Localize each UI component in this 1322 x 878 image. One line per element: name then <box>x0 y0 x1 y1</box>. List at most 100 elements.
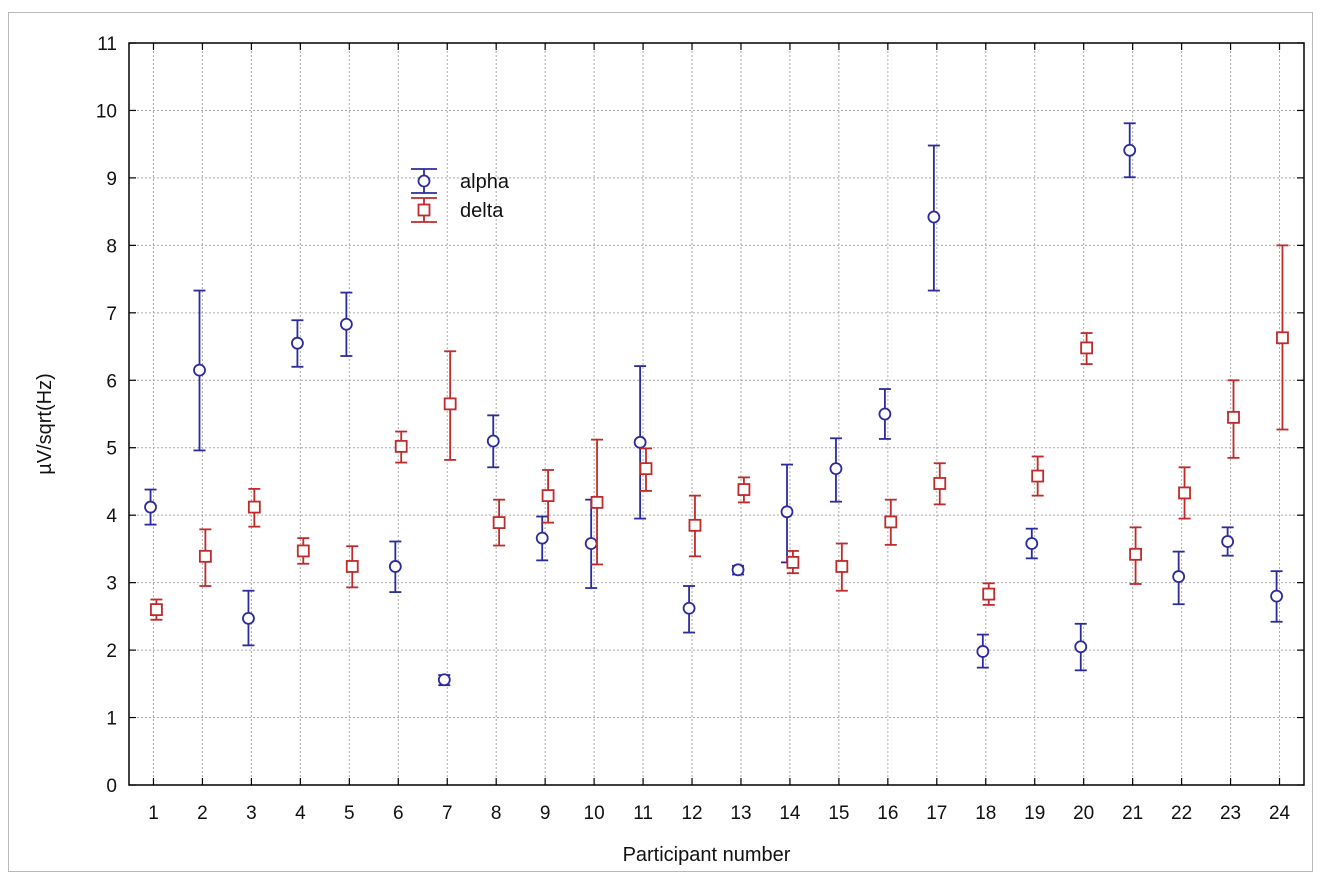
alpha-point <box>388 560 402 573</box>
alpha-point <box>633 435 647 449</box>
y-tick-label: 9 <box>106 169 117 190</box>
delta-point <box>150 603 163 617</box>
x-tick-label: 22 <box>1171 803 1192 824</box>
y-tick-label: 3 <box>106 574 117 595</box>
x-axis: 1 2 3 4 5 6 7 8 9 10 11 12 13 14 15 16 17 18 19 20 21 22 23 24 <box>148 43 1291 824</box>
alpha-point <box>193 363 206 377</box>
delta-point <box>1080 341 1094 355</box>
alpha-point <box>1172 570 1186 583</box>
legend-delta-label: delta <box>460 200 504 222</box>
y-tick-label: 4 <box>106 506 117 527</box>
alpha-point <box>1123 143 1137 157</box>
y-axis: 0 1 2 3 4 5 6 7 8 9 10 11 <box>96 34 1304 797</box>
x-tick-label: 23 <box>1220 803 1241 824</box>
x-tick-label: 14 <box>779 803 801 824</box>
delta-point <box>1129 547 1142 561</box>
delta-point <box>541 489 555 503</box>
y-tick-label: 10 <box>96 101 117 122</box>
alpha-point <box>144 500 157 514</box>
x-tick-label: 13 <box>730 803 751 824</box>
chart-frame: 0 1 2 3 4 5 6 7 8 9 10 11 1 2 3 4 5 6 7 8 9 10 11 12 13 14 15 16 17… <box>8 12 1313 872</box>
legend-point <box>417 203 431 217</box>
y-tick-label: 11 <box>97 34 117 55</box>
alpha-point <box>731 563 745 577</box>
alpha-point <box>1025 537 1039 550</box>
series-alpha <box>144 122 1283 687</box>
delta-point <box>786 556 800 569</box>
delta-point <box>688 518 702 532</box>
alpha-point <box>291 336 304 350</box>
x-tick-label: 8 <box>491 803 502 824</box>
delta-point <box>933 477 947 490</box>
delta-point <box>492 516 506 530</box>
x-tick-label: 10 <box>584 803 605 824</box>
alpha-point <box>976 645 990 658</box>
delta-point <box>247 500 261 514</box>
legend-delta-marker <box>411 197 437 223</box>
x-tick-label: 20 <box>1073 803 1094 824</box>
x-tick-label: 4 <box>295 803 306 824</box>
x-tick-label: 16 <box>877 803 898 824</box>
delta-point <box>394 439 408 453</box>
alpha-point <box>437 673 451 687</box>
legend-alpha-label: alpha <box>460 171 510 193</box>
delta-point <box>884 515 898 529</box>
delta-point <box>1031 469 1045 483</box>
x-tick-label: 11 <box>633 803 653 824</box>
alpha-point <box>1270 589 1283 603</box>
alpha-point <box>242 611 255 625</box>
legend: alpha delta <box>411 168 510 223</box>
y-tick-label: 5 <box>106 439 117 460</box>
alpha-point <box>584 537 598 550</box>
x-tick-label: 17 <box>926 803 947 824</box>
delta-point <box>1227 410 1240 424</box>
delta-point <box>590 495 604 509</box>
data-series <box>144 122 1289 687</box>
delta-point <box>345 560 359 573</box>
alpha-point <box>878 407 892 421</box>
x-tick-label: 12 <box>681 803 702 824</box>
alpha-point <box>682 601 696 615</box>
alpha-point <box>339 317 353 331</box>
x-tick-label: 1 <box>148 803 159 824</box>
delta-point <box>835 560 849 573</box>
y-tick-label: 1 <box>106 709 117 730</box>
delta-point <box>639 462 653 476</box>
x-tick-label: 3 <box>246 803 257 824</box>
alpha-point <box>1221 535 1235 548</box>
alpha-point <box>535 531 549 545</box>
delta-point <box>982 587 996 601</box>
x-tick-label: 24 <box>1269 803 1291 824</box>
alpha-point <box>927 210 941 224</box>
x-tick-label: 21 <box>1122 803 1143 824</box>
x-tick-label: 9 <box>540 803 551 824</box>
legend-point <box>417 174 431 188</box>
y-tick-label: 2 <box>106 641 117 662</box>
delta-point <box>296 544 310 558</box>
delta-point <box>198 549 212 563</box>
delta-point <box>1276 331 1289 345</box>
alpha-point <box>829 462 843 476</box>
y-tick-label: 8 <box>106 236 117 257</box>
x-tick-label: 19 <box>1024 803 1045 824</box>
x-tick-label: 5 <box>344 803 355 824</box>
x-tick-label: 6 <box>393 803 404 824</box>
delta-point <box>737 483 751 496</box>
x-tick-label: 18 <box>975 803 996 824</box>
y-tick-label: 7 <box>106 304 117 325</box>
y-axis-title: µV/sqrt(Hz) <box>34 373 56 475</box>
x-tick-label: 15 <box>828 803 849 824</box>
x-axis-title: Participant number <box>623 844 791 866</box>
delta-point <box>1178 486 1191 500</box>
alpha-point <box>1074 640 1088 654</box>
x-tick-label: 7 <box>442 803 453 824</box>
alpha-point <box>486 434 500 448</box>
series-delta <box>150 244 1289 621</box>
plot-area-border <box>128 42 1305 786</box>
y-tick-label: 0 <box>106 776 117 797</box>
legend-item-delta: delta <box>411 197 504 223</box>
y-tick-label: 6 <box>106 371 117 392</box>
legend-alpha-marker <box>411 168 437 194</box>
delta-point <box>443 397 457 411</box>
